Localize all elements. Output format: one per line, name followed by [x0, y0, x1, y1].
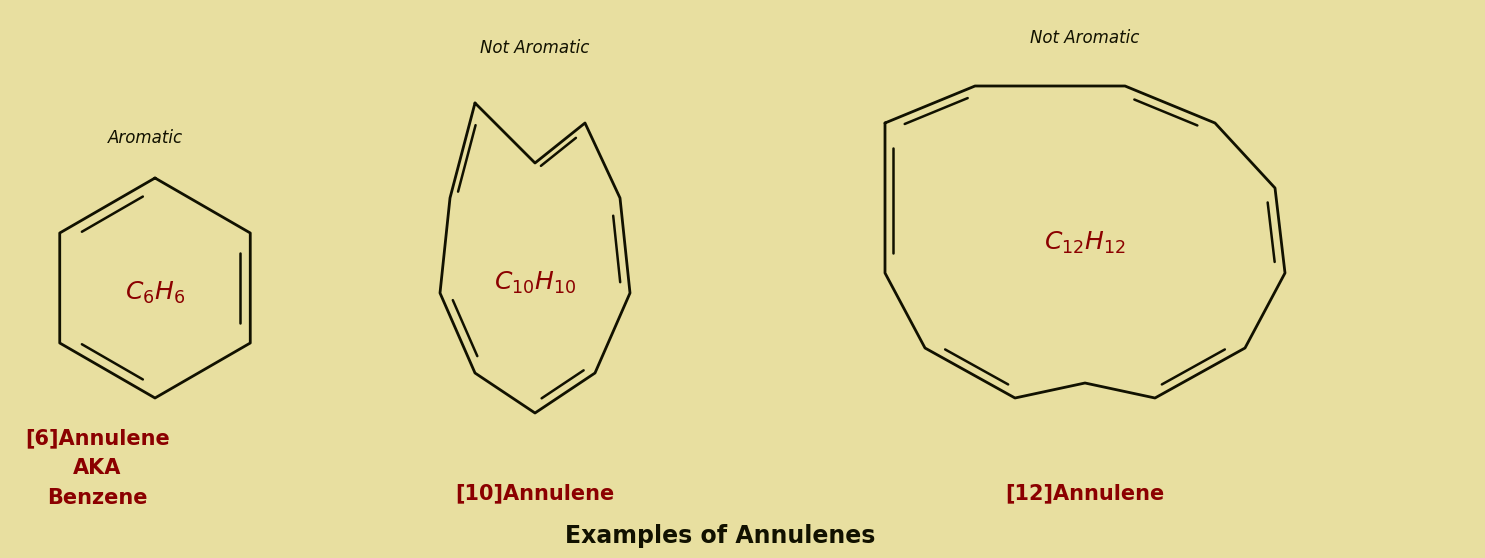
Text: [10]Annulene: [10]Annulene [456, 483, 615, 503]
Text: Not Aromatic: Not Aromatic [480, 39, 590, 57]
Text: Aromatic: Aromatic [107, 129, 183, 147]
Text: [12]Annulene: [12]Annulene [1005, 483, 1164, 503]
Text: $C_{10}H_{10}$: $C_{10}H_{10}$ [495, 270, 576, 296]
Text: $C_{12}H_{12}$: $C_{12}H_{12}$ [1044, 230, 1126, 256]
Text: Not Aromatic: Not Aromatic [1031, 29, 1139, 47]
Text: [6]Annulene
AKA
Benzene: [6]Annulene AKA Benzene [25, 429, 169, 508]
Text: Examples of Annulenes: Examples of Annulenes [564, 524, 875, 548]
Text: $C_6H_6$: $C_6H_6$ [125, 280, 186, 306]
